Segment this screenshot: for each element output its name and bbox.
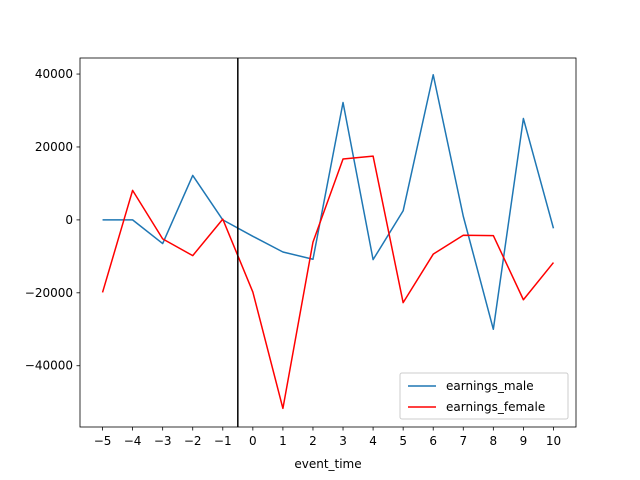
x-tick-label: 4: [369, 434, 377, 448]
legend-label-earnings-female: earnings_female: [446, 400, 545, 414]
legend-label-earnings-male: earnings_male: [446, 379, 534, 393]
x-tick-label: −4: [124, 434, 142, 448]
plot-layer: [101, 58, 555, 427]
y-tick-label: 20000: [35, 140, 73, 154]
series-line-earnings-male: [102, 74, 555, 331]
series-line-earnings-female: [101, 155, 555, 410]
y-tick-label: −40000: [25, 359, 73, 373]
x-tick-label: 8: [490, 434, 498, 448]
y-tick-label: 0: [65, 213, 73, 227]
legend: earnings_male earnings_female: [399, 372, 569, 420]
x-tick-label: 1: [279, 434, 287, 448]
x-tick-label: −2: [184, 434, 202, 448]
x-tick-label: 6: [429, 434, 437, 448]
axes: −5 −4 −3 −2 −1 0 1 2 3 4 5 6 7 8 9 10 40000 20000 0 −20000 −…: [25, 67, 561, 448]
y-tick-label: −20000: [25, 286, 73, 300]
x-tick-label: 2: [309, 434, 317, 448]
x-tick-label: 5: [399, 434, 407, 448]
x-axis-label: event_time: [294, 457, 361, 471]
x-tick-label: −5: [94, 434, 112, 448]
x-tick-label: 0: [249, 434, 257, 448]
x-tick-label: 3: [339, 434, 347, 448]
plot-area-frame: [79, 57, 577, 428]
x-tick-label: −3: [154, 434, 172, 448]
legend-box: [399, 372, 569, 420]
x-tick-label: 9: [520, 434, 528, 448]
x-tick-label: −1: [214, 434, 232, 448]
y-tick-label: 40000: [35, 67, 73, 81]
x-tick-label: 10: [546, 434, 561, 448]
x-tick-label: 7: [459, 434, 467, 448]
